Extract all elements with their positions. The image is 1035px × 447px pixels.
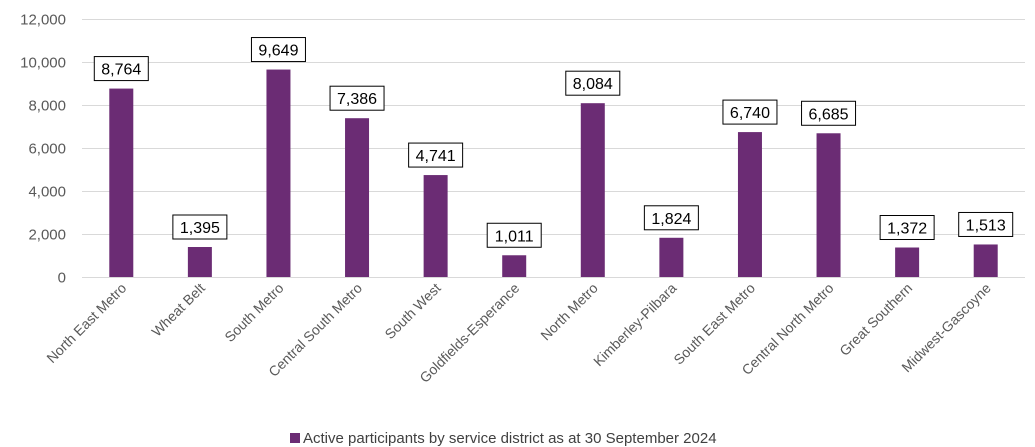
- data-label-box: [958, 211, 1014, 237]
- x-tick-label: South Metro: [221, 280, 286, 345]
- x-tick-label: North Metro: [537, 280, 601, 344]
- bar: [187, 247, 212, 277]
- data-label: 1,372: [887, 221, 927, 238]
- legend-label: Active participants by service district …: [303, 430, 717, 447]
- y-tick-label: 0: [58, 270, 66, 287]
- y-tick-label: 10,000: [20, 55, 66, 72]
- y-tick-label: 12,000: [20, 12, 66, 29]
- data-label-box: [722, 99, 778, 125]
- data-label-box: [801, 100, 857, 126]
- data-label: 1,513: [966, 217, 1006, 234]
- data-label: 8,084: [573, 76, 613, 93]
- data-label: 1,011: [495, 228, 534, 245]
- data-label-box: [250, 37, 306, 63]
- data-label-box: [172, 214, 228, 240]
- y-tick-label: 4,000: [28, 184, 66, 201]
- x-tick-label: Great Southern: [836, 280, 915, 359]
- bar: [345, 118, 370, 278]
- bars: [109, 69, 998, 278]
- bar: [973, 244, 998, 277]
- gridlines: [82, 19, 1025, 278]
- bar: [423, 175, 448, 277]
- data-label-box: [93, 56, 149, 82]
- x-tick-label: South East Metro: [670, 280, 758, 368]
- y-tick-label: 8,000: [28, 98, 66, 115]
- data-labels: 8,764 1,395 9,649 7,386 4,741 1,011 8,084 1,824…: [93, 37, 1014, 248]
- data-label: 1,824: [651, 211, 691, 228]
- data-label: 4,741: [416, 148, 456, 165]
- bar: [502, 255, 527, 277]
- bar: [895, 247, 920, 277]
- data-label-box: [565, 70, 621, 96]
- bar: [816, 133, 841, 277]
- bar: [659, 237, 684, 277]
- data-label: 8,764: [101, 62, 141, 79]
- legend: Active participants by service district …: [290, 430, 717, 447]
- bar: [580, 103, 605, 277]
- x-axis-category-labels: North East Metro Wheat Belt South MetroCen…: [43, 280, 994, 386]
- data-label-box: [486, 222, 542, 248]
- y-tick-label: 2,000: [28, 227, 66, 244]
- bar: [266, 69, 291, 277]
- data-label: 1,395: [180, 220, 220, 237]
- y-tick-label: 6,000: [28, 141, 66, 158]
- x-tick-label: Wheat Belt: [148, 280, 208, 340]
- x-tick-label: South West: [381, 280, 443, 342]
- data-label: 6,740: [730, 105, 770, 122]
- x-tick-label: North East Metro: [43, 280, 129, 366]
- data-label-box: [329, 85, 385, 111]
- legend-swatch: [290, 433, 300, 443]
- data-label-box: [879, 215, 935, 241]
- data-label-box: [408, 142, 464, 168]
- data-label-box: [643, 205, 699, 231]
- data-label: 9,649: [258, 43, 298, 60]
- bar: [737, 132, 762, 277]
- y-axis-tick-labels: 0 2,000 4,000 6,000 8,000 10,000 12,000: [20, 12, 66, 287]
- data-label: 7,386: [337, 91, 377, 108]
- x-tick-label: Kimberley-Pilbara: [590, 280, 680, 370]
- data-label: 6,685: [809, 106, 849, 123]
- bar: [109, 88, 134, 277]
- x-tick-label: Midwest-Gascoyne: [898, 280, 994, 376]
